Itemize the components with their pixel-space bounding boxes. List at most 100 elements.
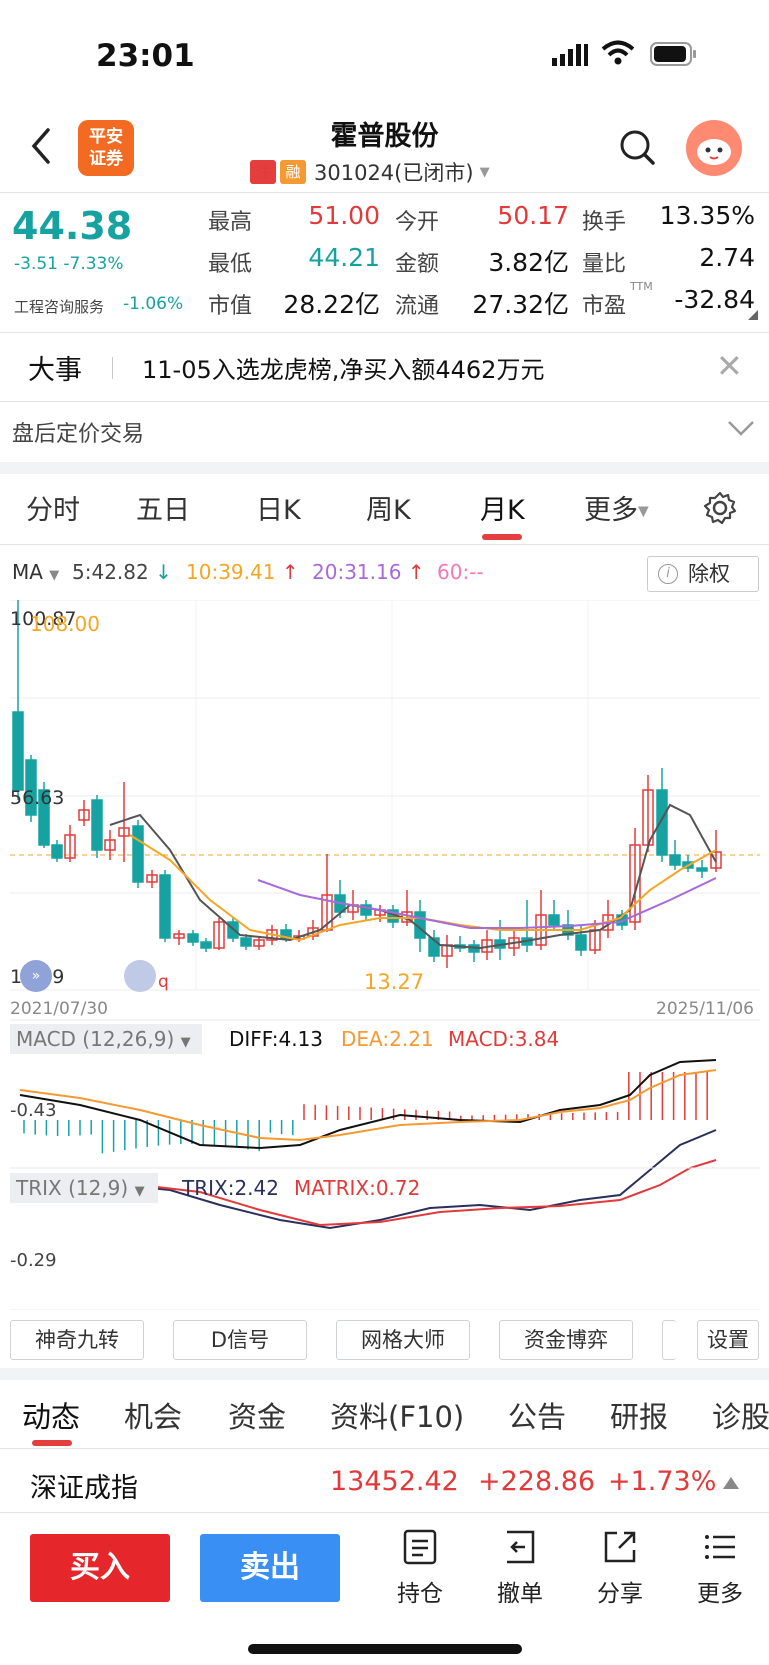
candle-body	[12, 711, 24, 791]
ttm-superscript: TTM	[630, 280, 653, 293]
tab-day-k[interactable]: 日K	[256, 495, 301, 526]
ftab-announcement[interactable]: 公告	[508, 1400, 567, 1434]
ma5-line	[109, 803, 717, 950]
macd-diff: DIFF:4.13	[229, 1027, 324, 1051]
ftab-diagnosis[interactable]: 诊股	[712, 1400, 769, 1434]
macd-selector[interactable]: MACD (12,26,9) ▼	[10, 1024, 202, 1054]
registration-tag: 注	[250, 160, 276, 184]
kline-chart[interactable]	[0, 600, 769, 1310]
matrix-line	[139, 1159, 717, 1227]
candle-body	[710, 851, 722, 869]
ftab-opportunity[interactable]: 机会	[124, 1400, 183, 1434]
more-button[interactable]: 更多	[680, 1528, 760, 1608]
undo-icon	[507, 1530, 535, 1564]
bottom-action-bar: 买入 卖出 持仓 撤单 分享 更多	[0, 1514, 769, 1665]
macd-dea: DEA:2.21	[341, 1027, 434, 1051]
stat-label: 量比	[582, 252, 627, 277]
macd-value: MACD:3.84	[448, 1027, 560, 1051]
candle-body	[173, 933, 185, 939]
candle-body	[669, 854, 681, 866]
sell-button[interactable]: 卖出	[200, 1534, 340, 1602]
low-marker-label: 13.27	[364, 970, 425, 994]
tab-week-k[interactable]: 周K	[366, 495, 411, 526]
index-value: 13452.42	[330, 1466, 459, 1497]
ex-rights-button[interactable]: i 除权	[647, 556, 759, 592]
candle-body	[159, 874, 171, 939]
tool-partial[interactable]	[662, 1320, 676, 1360]
gear-icon[interactable]	[702, 490, 738, 526]
stat-label: 最低	[208, 252, 253, 277]
caret-down-icon: ▼	[638, 503, 649, 520]
trix-selector[interactable]: TRIX (12,9) ▼	[10, 1173, 158, 1203]
chevron-down-icon[interactable]	[727, 420, 755, 436]
ftab-funds[interactable]: 资金	[228, 1400, 287, 1434]
active-tab-indicator	[482, 534, 522, 540]
index-ticker[interactable]: 深证成指 13452.42 +228.86 +1.73%	[0, 1452, 769, 1512]
stat-label: 市值	[208, 294, 253, 319]
end-date: 2025/11/06	[656, 999, 754, 1019]
ftab-news[interactable]: 动态	[22, 1400, 81, 1434]
ma5-value: 5:42.82 ↓	[72, 560, 172, 584]
tool-d-signal[interactable]: D信号	[173, 1320, 307, 1360]
candle-body	[25, 759, 37, 816]
event-text[interactable]: 11-05入选龙虎榜,净买入额4462万元	[142, 356, 545, 384]
last-price: 44.38	[12, 204, 133, 248]
broker-logo[interactable]: 平安 证券	[78, 120, 134, 176]
expand-icon[interactable]	[124, 960, 156, 992]
tab-more[interactable]: 更多▼	[584, 495, 649, 526]
back-icon[interactable]	[26, 124, 56, 168]
event-title: 大事	[28, 355, 82, 386]
candle-body	[38, 789, 50, 846]
candle-body	[91, 799, 103, 851]
stat-value: 3.82亿	[488, 248, 569, 277]
ma10-value: 10:39.41 ↑	[186, 560, 299, 584]
price-mid-label: 56.63	[10, 787, 65, 809]
share-button[interactable]: 分享	[580, 1528, 660, 1608]
tool-settings[interactable]: 设置	[697, 1320, 759, 1360]
candle-body	[213, 921, 225, 949]
holdings-button[interactable]: 持仓	[380, 1528, 460, 1608]
candle-body	[51, 844, 63, 859]
tool-fund-game[interactable]: 资金博弈	[499, 1320, 633, 1360]
ftab-f10[interactable]: 资料(F10)	[330, 1400, 465, 1434]
stat-label: 流通	[395, 294, 440, 319]
tab-intraday[interactable]: 分时	[26, 495, 80, 526]
cancel-order-button[interactable]: 撤单	[480, 1528, 560, 1608]
avatar[interactable]	[686, 120, 742, 176]
share-icon	[604, 1531, 636, 1563]
sector-name[interactable]: 工程咨询服务	[14, 298, 105, 316]
buy-button[interactable]: 买入	[30, 1534, 170, 1602]
fast-forward-icon[interactable]: »	[20, 960, 52, 992]
tab-five-day[interactable]: 五日	[136, 495, 190, 526]
candle-body	[187, 933, 199, 943]
index-name: 深证成指	[30, 1473, 138, 1504]
corner-indicator-icon	[748, 310, 758, 320]
tool-magic-nine[interactable]: 神奇九转	[10, 1320, 144, 1360]
tab-month-k[interactable]: 月K	[480, 495, 525, 526]
search-icon[interactable]	[618, 128, 656, 166]
stat-label: 金额	[395, 252, 440, 277]
wifi-icon	[601, 40, 635, 65]
caret-down-icon: ▼	[180, 1035, 191, 1050]
candle-body	[146, 874, 158, 883]
battery-icon	[650, 42, 696, 66]
stock-header: 平安 证券 霍普股份 注 融 301024(已闭市) ▼	[0, 110, 769, 192]
index-pct: +1.73%	[608, 1466, 717, 1497]
caret-down-icon: ▼	[49, 568, 60, 583]
ftab-research[interactable]: 研报	[610, 1400, 669, 1434]
stock-name[interactable]: 霍普股份	[330, 121, 439, 152]
after-hours-row[interactable]: 盘后定价交易	[0, 402, 769, 462]
triangle-up-icon	[723, 1477, 739, 1489]
quote-panel: 44.38 -3.51 -7.33% 工程咨询服务 -1.06% 最高 51.0…	[0, 192, 769, 332]
candle-body	[64, 834, 76, 859]
stat-label: 市盈	[582, 294, 627, 319]
event-banner[interactable]: 大事 11-05入选龙虎榜,净买入额4462万元 ✕	[0, 333, 769, 401]
active-ftab-indicator	[32, 1440, 72, 1446]
stock-code-row[interactable]: 注 融 301024(已闭市) ▼	[250, 158, 490, 186]
ma-selector[interactable]: MA ▼	[12, 560, 60, 584]
candle-body	[200, 941, 212, 949]
close-icon[interactable]: ✕	[716, 347, 743, 385]
sector-change[interactable]: -1.06%	[123, 294, 184, 314]
stock-code: 301024(已闭市)	[314, 161, 474, 185]
tool-grid-master[interactable]: 网格大师	[336, 1320, 470, 1360]
